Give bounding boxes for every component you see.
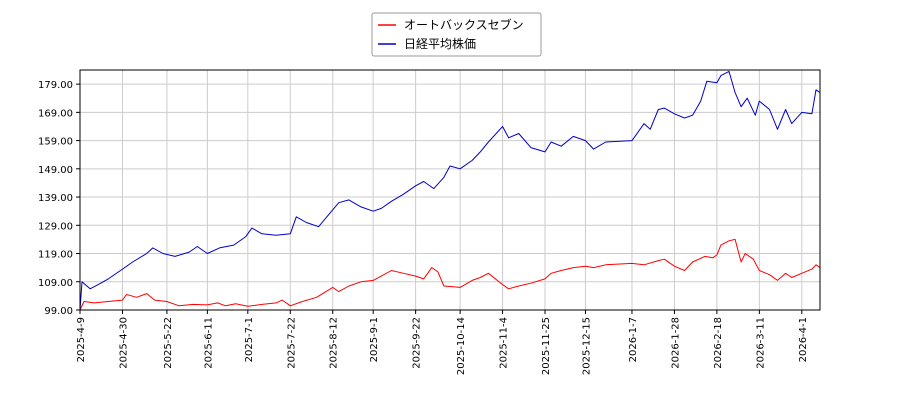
x-tick-label: 2026-3-11: [755, 317, 766, 369]
y-axis: 99.00 109.00 119.00 129.00 139.00 149.00 159.0…: [38, 80, 80, 317]
y-tick-label: 169.00: [38, 108, 73, 119]
x-tick-label: 2026-1-28: [670, 317, 681, 369]
x-tick-label: 2026-1-7: [628, 317, 639, 362]
x-tick-label: 2025-8-12: [329, 317, 340, 369]
y-tick-label: 109.00: [38, 278, 73, 289]
x-tick-label: 2025-6-11: [203, 317, 214, 369]
y-tick-label: 159.00: [38, 137, 73, 148]
y-tick-label: 149.00: [38, 165, 73, 176]
x-tick-label: 2025-7-1: [244, 317, 255, 362]
x-tick-label: 2025-9-1: [369, 317, 380, 362]
y-tick-label: 119.00: [38, 250, 73, 261]
x-tick-label: 2026-2-18: [713, 317, 724, 369]
series-line-2: [79, 70, 821, 311]
x-tick-label: 2025-11-25: [541, 317, 552, 375]
legend-box: [371, 12, 542, 57]
x-axis: 2025-4-9 2025-4-30 2025-5-22 2025-6-11 2025-…: [76, 310, 809, 375]
series-line-1: [79, 238, 821, 311]
legend: オートバックスセブン 日経平均株価: [371, 12, 542, 57]
x-tick-label: 2025-12-15: [581, 317, 592, 375]
x-tick-label: 2026-4-1: [798, 317, 809, 362]
y-tick-label: 179.00: [38, 80, 73, 91]
y-tick-label: 139.00: [38, 193, 73, 204]
y-tick-label: 129.00: [38, 221, 73, 232]
legend-label-1: オートバックスセブン: [404, 17, 524, 32]
x-tick-label: 2025-4-30: [118, 317, 129, 369]
x-tick-label: 2025-4-9: [76, 317, 87, 362]
legend-label-2: 日経平均株価: [404, 36, 476, 51]
x-tick-label: 2025-10-14: [456, 317, 467, 375]
plot-frame: [79, 69, 821, 311]
x-tick-label: 2025-11-4: [499, 317, 510, 369]
x-tick-label: 2025-5-22: [163, 317, 174, 369]
y-tick-label: 99.00: [44, 306, 73, 317]
x-tick-label: 2025-9-22: [412, 317, 423, 369]
x-tick-label: 2025-7-22: [286, 317, 297, 369]
series-layer: [79, 70, 821, 311]
